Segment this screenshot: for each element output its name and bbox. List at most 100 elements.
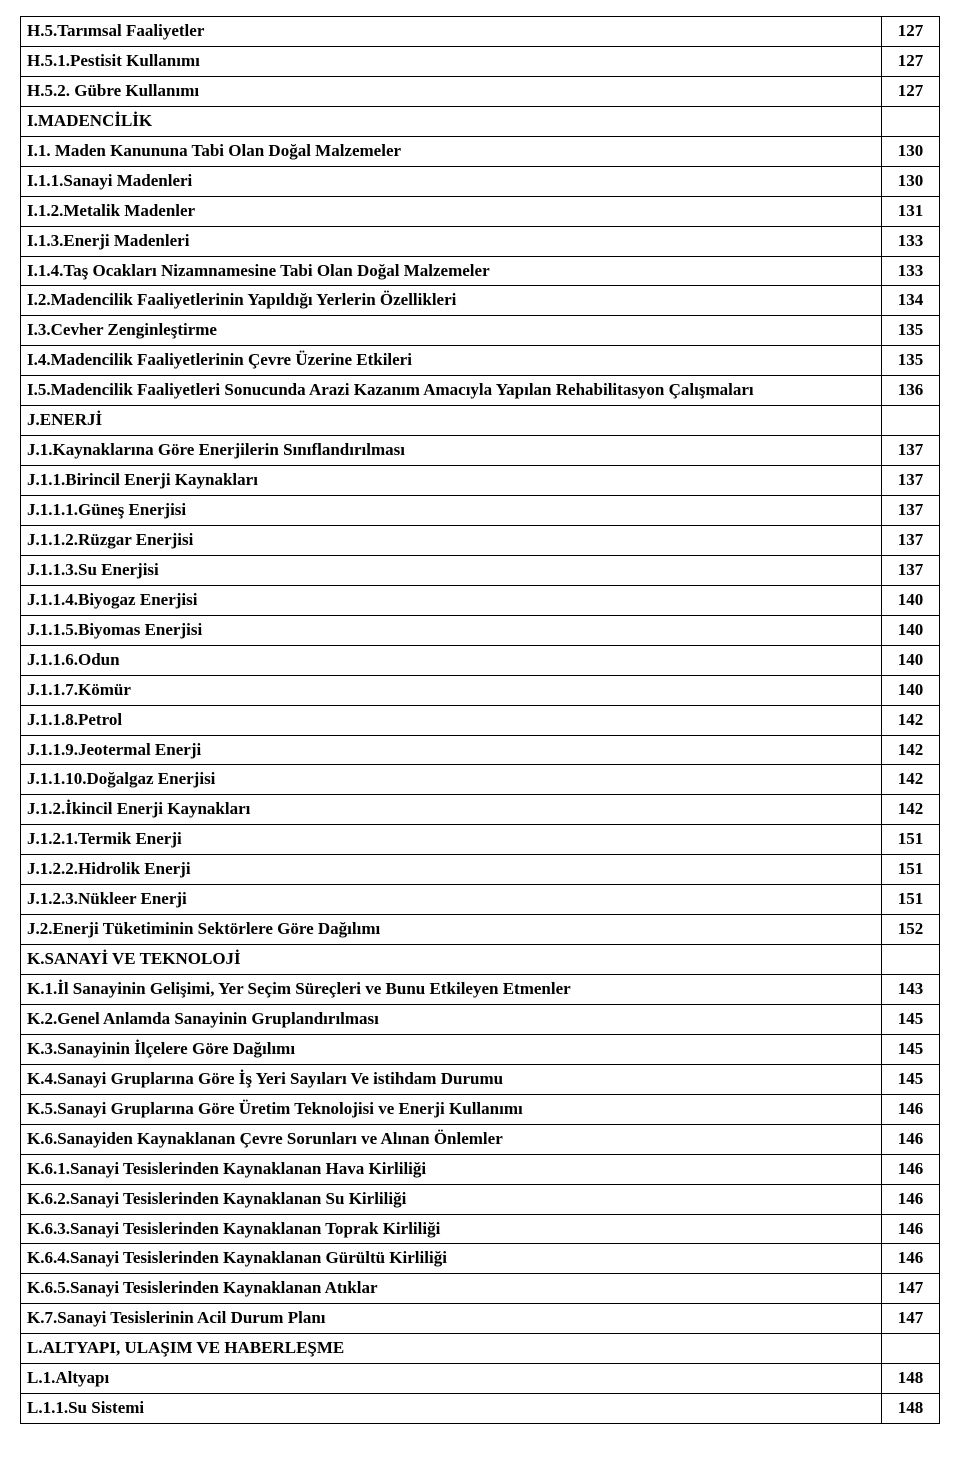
toc-entry-label: I.1.2.Metalik Madenler (21, 196, 882, 226)
toc-body: H.5.Tarımsal Faaliyetler127H.5.1.Pestisi… (21, 17, 940, 1424)
toc-entry-label: K.SANAYİ VE TEKNOLOJİ (21, 945, 882, 975)
toc-entry-page: 137 (882, 525, 940, 555)
toc-entry-label: L.1.1.Su Sistemi (21, 1394, 882, 1424)
toc-entry-page: 151 (882, 855, 940, 885)
table-row: K.SANAYİ VE TEKNOLOJİ (21, 945, 940, 975)
toc-entry-page: 142 (882, 735, 940, 765)
toc-entry-label: K.6.2.Sanayi Tesislerinden Kaynaklanan S… (21, 1184, 882, 1214)
toc-entry-label: H.5.1.Pestisit Kullanımı (21, 46, 882, 76)
toc-entry-label: L.ALTYAPI, ULAŞIM VE HABERLEŞME (21, 1334, 882, 1364)
toc-entry-label: K.7.Sanayi Tesislerinin Acil Durum Planı (21, 1304, 882, 1334)
table-row: I.1.1.Sanayi Madenleri130 (21, 166, 940, 196)
toc-entry-label: L.1.Altyapı (21, 1364, 882, 1394)
table-row: J.1.1.9.Jeotermal Enerji142 (21, 735, 940, 765)
toc-entry-page: 142 (882, 705, 940, 735)
toc-entry-page: 135 (882, 346, 940, 376)
toc-entry-page: 137 (882, 555, 940, 585)
table-row: J.1.2.2.Hidrolik Enerji151 (21, 855, 940, 885)
toc-entry-page: 127 (882, 46, 940, 76)
toc-entry-label: J.1.1.3.Su Enerjisi (21, 555, 882, 585)
toc-entry-label: K.6.4.Sanayi Tesislerinden Kaynaklanan G… (21, 1244, 882, 1274)
toc-entry-page: 137 (882, 466, 940, 496)
table-row: I.1. Maden Kanununa Tabi Olan Doğal Malz… (21, 136, 940, 166)
toc-entry-page: 151 (882, 825, 940, 855)
table-row: J.2.Enerji Tüketiminin Sektörlere Göre D… (21, 915, 940, 945)
table-row: K.1.İl Sanayinin Gelişimi, Yer Seçim Sür… (21, 975, 940, 1005)
toc-entry-label: K.6.1.Sanayi Tesislerinden Kaynaklanan H… (21, 1154, 882, 1184)
toc-entry-page: 127 (882, 17, 940, 47)
table-row: J.1.1.7.Kömür140 (21, 675, 940, 705)
table-row: I.5.Madencilik Faaliyetleri Sonucunda Ar… (21, 376, 940, 406)
table-row: H.5.2. Gübre Kullanımı127 (21, 76, 940, 106)
table-row: L.1.Altyapı148 (21, 1364, 940, 1394)
table-row: J.1.1.Birincil Enerji Kaynakları137 (21, 466, 940, 496)
toc-entry-page: 130 (882, 136, 940, 166)
toc-entry-label: J.1.2.2.Hidrolik Enerji (21, 855, 882, 885)
toc-entry-label: J.1.1.8.Petrol (21, 705, 882, 735)
toc-entry-label: J.1.1.9.Jeotermal Enerji (21, 735, 882, 765)
toc-entry-label: J.2.Enerji Tüketiminin Sektörlere Göre D… (21, 915, 882, 945)
toc-entry-page: 146 (882, 1244, 940, 1274)
toc-entry-page: 142 (882, 795, 940, 825)
toc-entry-label: K.2.Genel Anlamda Sanayinin Gruplandırıl… (21, 1004, 882, 1034)
toc-entry-page: 131 (882, 196, 940, 226)
toc-entry-page: 145 (882, 1034, 940, 1064)
toc-entry-page: 147 (882, 1274, 940, 1304)
toc-entry-label: J.1.1.4.Biyogaz Enerjisi (21, 585, 882, 615)
toc-entry-label: I.1.4.Taş Ocakları Nizamnamesine Tabi Ol… (21, 256, 882, 286)
toc-table: H.5.Tarımsal Faaliyetler127H.5.1.Pestisi… (20, 16, 940, 1424)
table-row: I.2.Madencilik Faaliyetlerinin Yapıldığı… (21, 286, 940, 316)
table-row: H.5.1.Pestisit Kullanımı127 (21, 46, 940, 76)
toc-entry-label: K.4.Sanayi Gruplarına Göre İş Yeri Sayıl… (21, 1064, 882, 1094)
table-row: K.6.1.Sanayi Tesislerinden Kaynaklanan H… (21, 1154, 940, 1184)
toc-entry-page: 146 (882, 1094, 940, 1124)
table-row: K.6.5.Sanayi Tesislerinden Kaynaklanan A… (21, 1274, 940, 1304)
table-row: L.ALTYAPI, ULAŞIM VE HABERLEŞME (21, 1334, 940, 1364)
toc-entry-label: H.5.2. Gübre Kullanımı (21, 76, 882, 106)
table-row: J.1.2.İkincil Enerji Kaynakları142 (21, 795, 940, 825)
toc-entry-page: 134 (882, 286, 940, 316)
table-row: J.1.1.3.Su Enerjisi137 (21, 555, 940, 585)
table-row: J.1.1.2.Rüzgar Enerjisi137 (21, 525, 940, 555)
toc-entry-label: H.5.Tarımsal Faaliyetler (21, 17, 882, 47)
table-row: J.ENERJİ (21, 406, 940, 436)
toc-entry-page: 146 (882, 1214, 940, 1244)
toc-entry-page (882, 106, 940, 136)
table-row: I.3.Cevher Zenginleştirme135 (21, 316, 940, 346)
table-row: J.1.1.4.Biyogaz Enerjisi140 (21, 585, 940, 615)
toc-entry-label: K.1.İl Sanayinin Gelişimi, Yer Seçim Sür… (21, 975, 882, 1005)
table-row: H.5.Tarımsal Faaliyetler127 (21, 17, 940, 47)
table-row: J.1.2.3.Nükleer Enerji151 (21, 885, 940, 915)
toc-entry-label: I.5.Madencilik Faaliyetleri Sonucunda Ar… (21, 376, 882, 406)
toc-entry-page: 147 (882, 1304, 940, 1334)
table-row: K.2.Genel Anlamda Sanayinin Gruplandırıl… (21, 1004, 940, 1034)
table-row: J.1.1.10.Doğalgaz Enerjisi142 (21, 765, 940, 795)
toc-entry-label: J.1.2.3.Nükleer Enerji (21, 885, 882, 915)
toc-entry-label: K.6.3.Sanayi Tesislerinden Kaynaklanan T… (21, 1214, 882, 1244)
table-row: J.1.Kaynaklarına Göre Enerjilerin Sınıfl… (21, 436, 940, 466)
toc-entry-page: 140 (882, 645, 940, 675)
toc-entry-label: I.MADENCİLİK (21, 106, 882, 136)
table-row: I.4.Madencilik Faaliyetlerinin Çevre Üze… (21, 346, 940, 376)
toc-entry-page (882, 406, 940, 436)
table-row: K.6.4.Sanayi Tesislerinden Kaynaklanan G… (21, 1244, 940, 1274)
toc-entry-page: 130 (882, 166, 940, 196)
toc-entry-page: 136 (882, 376, 940, 406)
table-row: K.5.Sanayi Gruplarına Göre Üretim Teknol… (21, 1094, 940, 1124)
toc-entry-page: 145 (882, 1064, 940, 1094)
toc-entry-label: K.6.5.Sanayi Tesislerinden Kaynaklanan A… (21, 1274, 882, 1304)
toc-entry-label: J.1.Kaynaklarına Göre Enerjilerin Sınıfl… (21, 436, 882, 466)
toc-entry-page: 140 (882, 585, 940, 615)
toc-entry-page: 133 (882, 226, 940, 256)
toc-entry-label: J.1.2.1.Termik Enerji (21, 825, 882, 855)
table-row: K.6.Sanayiden Kaynaklanan Çevre Sorunlar… (21, 1124, 940, 1154)
toc-entry-label: J.1.1.5.Biyomas Enerjisi (21, 615, 882, 645)
toc-entry-page: 137 (882, 496, 940, 526)
toc-entry-page: 135 (882, 316, 940, 346)
toc-entry-label: I.2.Madencilik Faaliyetlerinin Yapıldığı… (21, 286, 882, 316)
table-row: I.1.3.Enerji Madenleri133 (21, 226, 940, 256)
toc-entry-label: J.1.1.2.Rüzgar Enerjisi (21, 525, 882, 555)
toc-entry-page: 146 (882, 1184, 940, 1214)
toc-entry-page: 146 (882, 1124, 940, 1154)
table-row: K.3.Sanayinin İlçelere Göre Dağılımı145 (21, 1034, 940, 1064)
